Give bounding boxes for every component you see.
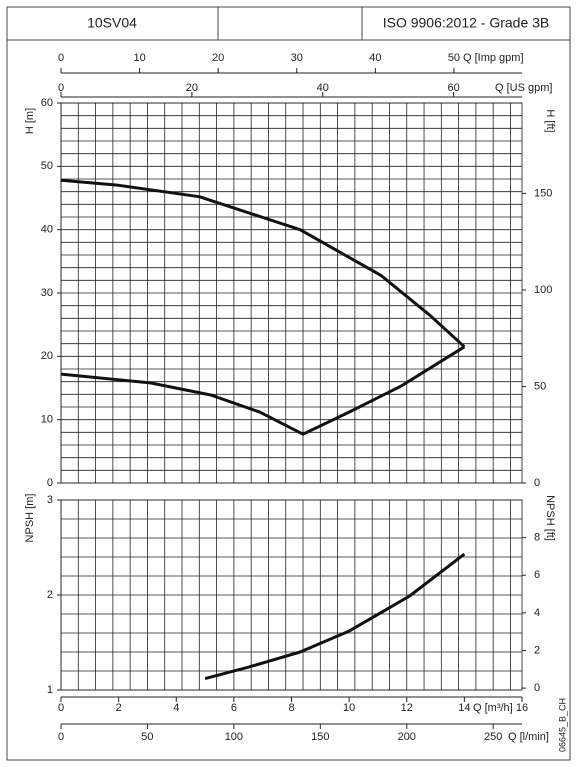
y-axis-title: NPSH [m] — [24, 494, 36, 543]
curve — [204, 552, 466, 681]
y-tick-label: 40 — [41, 224, 53, 236]
y-tick-label: 0 — [47, 477, 53, 489]
y-tick-label: 10 — [41, 414, 53, 426]
curve — [60, 345, 466, 436]
y-tick-label: 1 — [47, 684, 53, 696]
x-tick-label: 40 — [317, 82, 329, 94]
x-tick-label: 0 — [58, 52, 64, 64]
x-tick-label: 100 — [225, 731, 243, 743]
y-tick-label: 3 — [47, 494, 53, 506]
x-axis-title: Q [m³/h] — [473, 702, 513, 714]
y2-tick-label: 100 — [534, 284, 552, 296]
x-tick-label: 6 — [231, 702, 237, 714]
y-tick-label: 50 — [41, 160, 53, 172]
y2-tick-label: 4 — [534, 607, 540, 619]
x-tick-label: 0 — [58, 731, 64, 743]
y-tick-label: 2 — [47, 589, 53, 601]
y-tick-label: 20 — [41, 350, 53, 362]
x-tick-label: 40 — [369, 52, 381, 64]
x-tick-label: 150 — [311, 731, 329, 743]
x-tick-label: 4 — [173, 702, 179, 714]
y2-tick-label: 0 — [534, 682, 540, 694]
x-tick-label: 50 — [448, 52, 460, 64]
x-axis-title: Q [l/min] — [508, 731, 549, 743]
x-tick-label: 16 — [516, 702, 528, 714]
model: 10SV04 — [87, 15, 137, 31]
x-tick-label: 20 — [212, 52, 224, 64]
x-tick-label: 12 — [401, 702, 413, 714]
x-tick-label: 50 — [141, 731, 153, 743]
standard: ISO 9906:2012 - Grade 3B — [383, 15, 550, 31]
outer-frame — [6, 6, 571, 761]
drawing-code: 06645_B_CH — [557, 698, 567, 752]
y2-tick-label: 0 — [534, 477, 540, 489]
x-tick-label: 20 — [186, 82, 198, 94]
x-tick-label: 30 — [291, 52, 303, 64]
x-tick-label: 0 — [58, 82, 64, 94]
x-tick-label: 2 — [116, 702, 122, 714]
y-tick-label: 60 — [41, 97, 53, 109]
x-axis-title: Q [Imp gpm] — [463, 52, 524, 64]
y2-tick-label: 8 — [534, 532, 540, 544]
y2-tick-label: 6 — [534, 569, 540, 581]
y-axis-title: H [m] — [24, 108, 36, 134]
x-tick-label: 10 — [343, 702, 355, 714]
x-axis-title: Q [US gpm] — [495, 82, 552, 94]
x-tick-label: 60 — [447, 82, 459, 94]
x-tick-label: 200 — [398, 731, 416, 743]
x-tick-label: 14 — [458, 702, 470, 714]
y2-tick-label: 2 — [534, 644, 540, 656]
x-tick-label: 8 — [288, 702, 294, 714]
x-tick-label: 250 — [484, 731, 502, 743]
y2-tick-label: 50 — [534, 380, 546, 392]
y-tick-label: 30 — [41, 287, 53, 299]
x-tick-label: 10 — [133, 52, 145, 64]
y2-tick-label: 150 — [534, 187, 552, 199]
curve — [60, 178, 466, 348]
x-tick-label: 0 — [58, 702, 64, 714]
y2-axis-title: NPSH [ft] — [544, 495, 556, 541]
y2-axis-title: H [ft] — [544, 109, 556, 132]
